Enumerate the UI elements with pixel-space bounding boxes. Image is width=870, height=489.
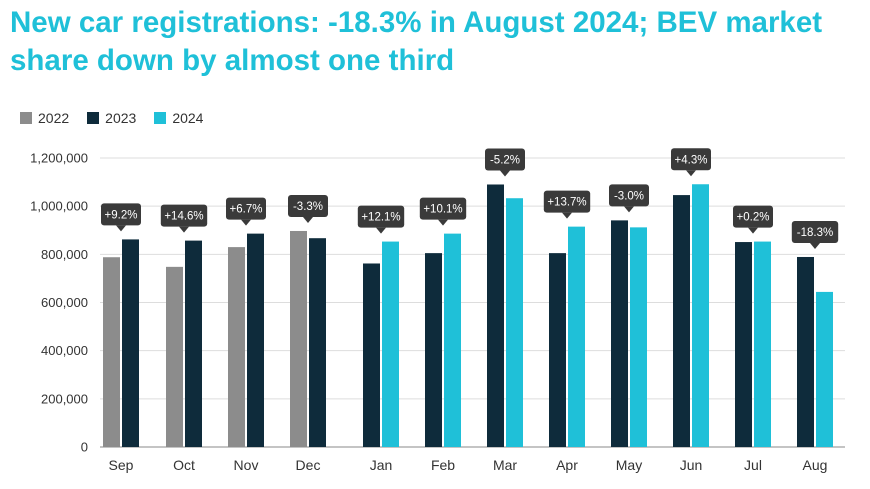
change-badge-pointer <box>810 242 820 249</box>
x-tick-label: Oct <box>173 457 195 473</box>
change-label: -5.2% <box>490 154 520 166</box>
change-label: -18.3% <box>797 227 833 239</box>
bar-may-2023 <box>611 220 628 447</box>
change-badge <box>101 203 141 226</box>
legend-swatch-2024 <box>154 112 167 124</box>
y-tick-label: 600,000 <box>41 295 88 310</box>
change-badge <box>226 197 266 220</box>
bar-oct-2023 <box>185 240 202 447</box>
change-badge-pointer <box>116 225 126 232</box>
bar-sep-2023 <box>122 239 139 447</box>
bar-nov-2023 <box>247 233 264 447</box>
x-tick-label: Apr <box>556 457 578 473</box>
bar-jul-2024 <box>754 241 771 447</box>
change-label: +14.6% <box>164 211 203 223</box>
change-badge-pointer <box>748 227 758 234</box>
bar-may-2024 <box>630 227 647 447</box>
legend-swatch-2022 <box>20 112 32 124</box>
change-badge <box>160 204 208 227</box>
bar-sep-2022 <box>103 257 120 447</box>
legend-label-2024: 2024 <box>172 110 204 126</box>
change-badge <box>791 220 839 243</box>
change-label: +0.2% <box>737 212 770 224</box>
change-badge <box>485 148 525 171</box>
bar-aug-2023 <box>797 256 814 447</box>
change-badge-pointer <box>438 219 448 226</box>
bar-nov-2022 <box>228 247 245 447</box>
bar-jan-2023 <box>363 263 380 447</box>
bar-jan-2024 <box>382 241 399 447</box>
change-label: -3.3% <box>293 201 323 213</box>
y-tick-label: 800,000 <box>41 247 88 262</box>
bar-jun-2024 <box>692 184 709 447</box>
bar-dec-2023 <box>309 238 326 447</box>
change-label: -3.0% <box>614 190 644 202</box>
change-label: +6.7% <box>230 204 263 216</box>
change-label: +12.1% <box>361 212 400 224</box>
bar-mar-2024 <box>506 198 523 447</box>
x-tick-label: Dec <box>296 457 321 473</box>
change-badge-pointer <box>179 226 189 233</box>
change-badge-pointer <box>624 206 634 213</box>
change-badge <box>288 194 328 217</box>
change-badge <box>671 148 711 171</box>
change-label: +9.2% <box>105 209 138 221</box>
x-tick-label: Jan <box>370 457 393 473</box>
y-tick-label: 400,000 <box>41 343 88 358</box>
x-tick-label: Jul <box>744 457 762 473</box>
legend: 2022 2023 2024 <box>20 110 221 126</box>
change-badge-pointer <box>303 216 313 223</box>
y-tick-label: 200,000 <box>41 391 88 406</box>
legend-label-2022: 2022 <box>38 110 70 126</box>
change-label: +10.1% <box>423 204 462 216</box>
bar-oct-2022 <box>166 266 183 447</box>
change-badge <box>419 197 467 220</box>
bar-feb-2023 <box>425 253 442 447</box>
x-tick-label: Nov <box>234 457 259 473</box>
change-badge <box>357 205 405 228</box>
bar-aug-2024 <box>816 291 833 447</box>
bar-mar-2023 <box>487 184 504 447</box>
bar-jul-2023 <box>735 242 752 447</box>
change-badge <box>543 190 591 213</box>
x-tick-label: Aug <box>803 457 828 473</box>
bar-dec-2022 <box>290 230 307 447</box>
change-badge-pointer <box>376 227 386 234</box>
change-badge-pointer <box>562 212 572 219</box>
x-tick-label: May <box>616 457 642 473</box>
legend-item-2023: 2023 <box>87 110 136 126</box>
legend-swatch-2023 <box>87 112 100 124</box>
bar-apr-2023 <box>549 253 566 447</box>
bar-jun-2023 <box>673 195 690 447</box>
legend-label-2023: 2023 <box>105 110 137 126</box>
x-tick-label: Feb <box>431 457 455 473</box>
y-tick-label: 0 <box>81 440 88 455</box>
x-tick-label: Mar <box>493 457 517 473</box>
bar-feb-2024 <box>444 233 461 447</box>
change-badge-pointer <box>500 170 510 177</box>
change-badge <box>733 205 773 228</box>
change-label: +4.3% <box>675 154 708 166</box>
change-badge-pointer <box>686 170 696 177</box>
y-tick-label: 1,000,000 <box>30 199 88 214</box>
chart-title: New car registrations: -18.3% in August … <box>10 6 823 77</box>
change-badge-pointer <box>241 219 251 226</box>
legend-item-2024: 2024 <box>154 110 203 126</box>
x-tick-label: Jun <box>680 457 703 473</box>
x-tick-label: Sep <box>109 457 134 473</box>
change-label: +13.7% <box>547 197 586 209</box>
legend-item-2022: 2022 <box>20 110 69 126</box>
change-badge <box>609 184 649 207</box>
bar-apr-2024 <box>568 226 585 447</box>
y-tick-label: 1,200,000 <box>30 151 88 166</box>
